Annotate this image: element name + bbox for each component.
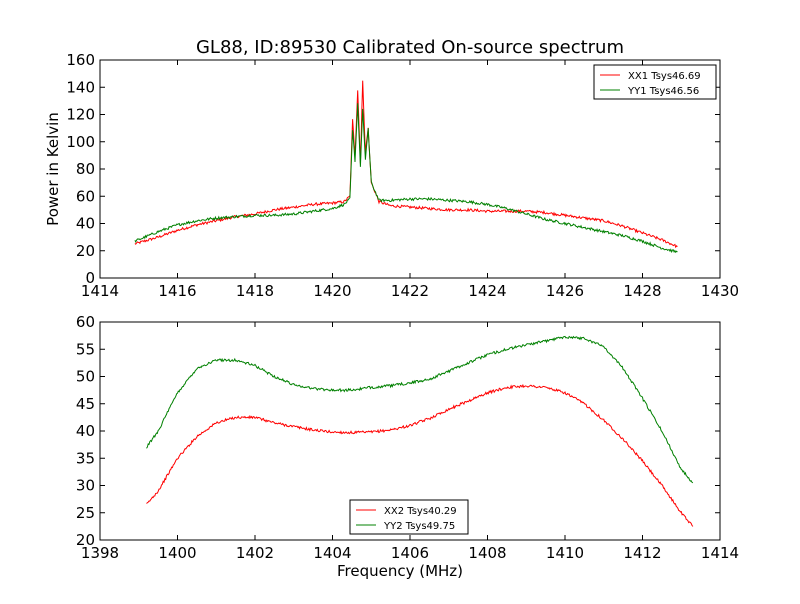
x-tick-label: 1414 [81,282,119,300]
x-tick-label: 1422 [391,282,429,300]
x-tick-label: 1428 [623,282,661,300]
legend-box [593,64,717,100]
x-tick-label: 1400 [158,544,196,562]
x-tick-label: 1420 [313,282,351,300]
y-tick-label: 160 [66,51,95,69]
legend-label: XX1 Tsys46.69 [628,71,701,82]
y-tick-label: 80 [76,160,95,178]
y-tick-label: 0 [85,269,95,287]
series-line-1-0 [146,383,694,527]
legend: XX2 Tsys40.29 YY2 Tsys49.75 [349,499,469,535]
y-tick-label: 25 [76,504,95,522]
y-axis-label: Power in Kelvin [44,112,62,226]
series-line-1-1 [146,335,694,484]
x-tick-label: 1408 [468,544,506,562]
x-tick-label: 1398 [81,544,119,562]
figure-title: GL88, ID:89530 Calibrated On-source spec… [196,37,624,58]
legend-label: YY1 Tsys46.56 [627,86,699,97]
y-tick-label: 35 [76,449,95,467]
y-tick-label: 20 [76,531,95,549]
series-line-0-1 [134,103,678,254]
y-tick-label: 60 [76,313,95,331]
y-tick-label: 55 [76,340,95,358]
legend: XX1 Tsys46.69 YY1 Tsys46.56 [593,64,717,100]
x-tick-label: 1430 [701,282,739,300]
x-tick-label: 1404 [313,544,351,562]
y-tick-label: 140 [66,78,95,96]
x-tick-label: 1418 [236,282,274,300]
bottom-spectrum-panel: 1398 1400 1402 1404 1406 1408 1410 1412 1414 20 25… [76,313,739,580]
top-spectrum-panel: 1414 1416 1418 1420 1422 1424 1426 1428 1430 0 20 4… [44,51,739,300]
x-tick-label: 1416 [158,282,196,300]
legend-box [349,499,469,535]
x-tick-label: 1426 [546,282,584,300]
x-axis-label: Frequency (MHz) [337,562,463,580]
x-tick-label: 1406 [391,544,429,562]
y-tick-label: 50 [76,368,95,386]
y-tick-label: 120 [66,106,95,124]
y-tick-label: 40 [76,422,95,440]
x-tick-label: 1410 [546,544,584,562]
x-tick-label: 1412 [623,544,661,562]
legend-label: XX2 Tsys40.29 [384,506,457,517]
x-tick-label: 1414 [701,544,739,562]
x-tick-label: 1402 [236,544,274,562]
y-tick-label: 45 [76,395,95,413]
y-tick-label: 20 [76,242,95,260]
y-tick-label: 60 [76,187,95,205]
y-tick-label: 100 [66,133,95,151]
x-tick-label: 1424 [468,282,506,300]
legend-label: YY2 Tsys49.75 [383,521,455,532]
y-tick-label: 30 [76,477,95,495]
y-tick-label: 40 [76,215,95,233]
series-line-0-0 [134,80,678,249]
